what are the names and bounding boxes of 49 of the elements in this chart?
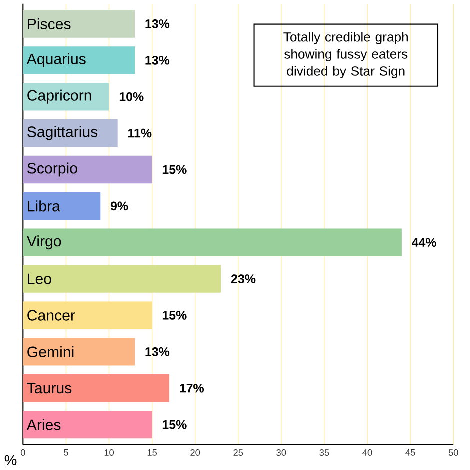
data-label: 15%: [162, 311, 187, 320]
x-tick-label: 45: [406, 450, 416, 456]
y-tick-label: Aquarius: [26, 53, 86, 68]
bar: [23, 46, 136, 74]
bar: [23, 83, 110, 111]
text: Totally credible graph showing fussy eaters divided by Star Sign: [284, 32, 408, 79]
y-tick-label: Virgo: [26, 236, 62, 250]
y-tick-label: Gemini: [28, 346, 74, 358]
bar: [23, 156, 152, 184]
bar: [23, 374, 170, 402]
x-tick-label: 40: [362, 450, 372, 456]
data-label: 23%: [231, 274, 256, 284]
data-label: 11%: [128, 129, 152, 138]
bar: [23, 120, 118, 148]
x-tick-label: 35: [320, 450, 330, 456]
data-label: 13%: [146, 56, 170, 65]
bar: [23, 265, 222, 294]
data-label: 13%: [146, 20, 170, 28]
y-tick-label: Pisces: [28, 18, 71, 30]
data-label: 15%: [162, 165, 187, 174]
x-tick-label: 25: [234, 450, 244, 456]
bar: [23, 228, 402, 257]
x-tick-label: 5: [64, 450, 68, 456]
y-tick-label: Leo: [28, 274, 52, 284]
data-label: 44%: [412, 238, 436, 248]
x-tick-label: 30: [276, 450, 286, 456]
bar: [23, 411, 152, 439]
y-tick-label: Libra: [28, 200, 60, 212]
x-tick-label: 0: [20, 450, 26, 456]
data-label: 9%: [110, 202, 128, 211]
x-tick-label: 20: [190, 450, 200, 456]
y-tick-label: Scorpio: [28, 162, 78, 177]
x-tick-label: 50: [448, 450, 458, 456]
y-tick-label: Taurus: [27, 383, 72, 394]
data-label: 15%: [162, 420, 187, 430]
y-tick-label: Capricorn: [28, 90, 92, 104]
y-tick-label: Sagittarius: [28, 126, 98, 140]
y-tick-label: Aries: [26, 419, 61, 430]
bar: [23, 10, 136, 38]
data-label: 13%: [146, 348, 170, 356]
y-tick-label: Cancer: [28, 310, 76, 321]
x-tick-label: 15: [148, 450, 157, 456]
x-axis-title: %: [4, 455, 17, 466]
bar: [23, 338, 136, 366]
x-tick-label: 10: [104, 450, 114, 456]
data-label: 10%: [120, 92, 144, 102]
bar: [23, 192, 101, 220]
bar: [23, 302, 152, 330]
data-label: 17%: [180, 384, 204, 393]
